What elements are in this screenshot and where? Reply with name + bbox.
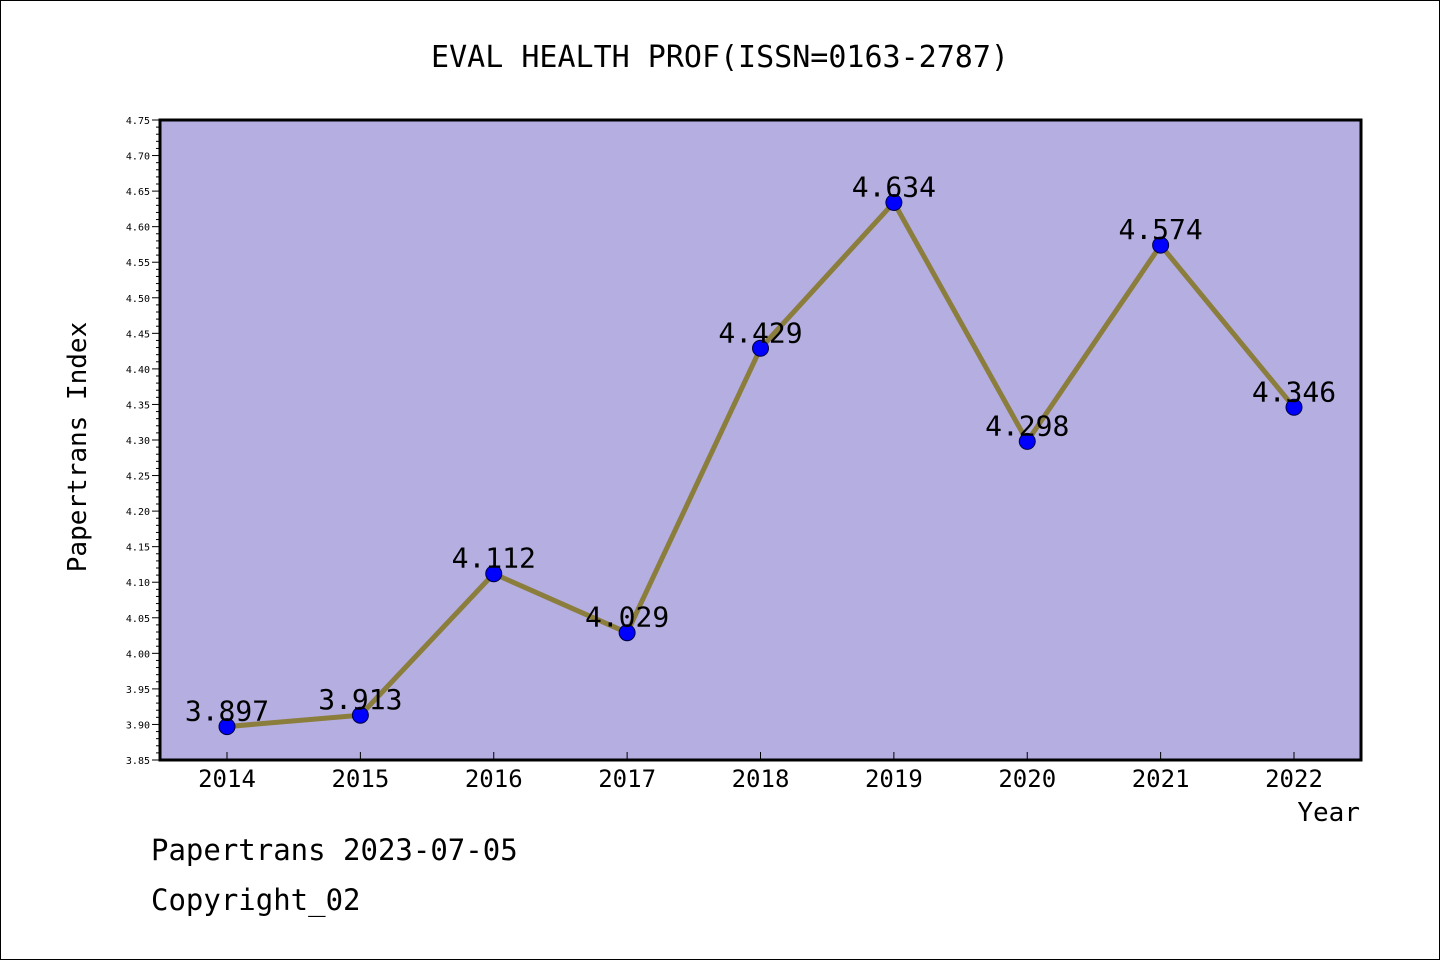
footer-copyright: Copyright_02 — [151, 883, 361, 917]
y-tick-label: 4.70 — [126, 152, 150, 163]
y-axis-label: Papertrans Index — [63, 322, 93, 572]
x-axis-label: Year — [1297, 798, 1360, 828]
data-points — [218, 193, 1303, 736]
x-tick-label: 2022 — [1265, 765, 1323, 793]
data-label: 3.913 — [318, 683, 402, 716]
data-point — [218, 718, 236, 736]
y-tick-label: 4.25 — [126, 472, 150, 483]
data-point — [1285, 398, 1303, 416]
x-tick-label: 2021 — [1132, 765, 1190, 793]
data-point — [885, 193, 903, 211]
data-labels: 3.897 3.913 4.112 4.029 4.429 4.634 4.298 4.574… — [185, 170, 1336, 727]
data-point — [752, 339, 769, 357]
chart-title: EVAL HEALTH PROF(ISSN=0163-2787) — [431, 40, 1009, 75]
x-tick-label: 2017 — [598, 765, 656, 793]
y-tick-label: 4.75 — [126, 116, 150, 127]
data-label: 4.298 — [985, 409, 1069, 442]
y-tick-label: 4.60 — [126, 223, 150, 234]
y-tick-label: 3.90 — [126, 720, 150, 731]
y-tick-label: 4.35 — [126, 400, 150, 411]
x-tick-label: 2014 — [198, 765, 256, 793]
y-tick-label: 4.00 — [126, 649, 150, 660]
data-point — [1152, 236, 1170, 254]
x-tick-label: 2020 — [998, 765, 1056, 793]
data-label: 4.634 — [852, 170, 936, 203]
data-label: 3.897 — [185, 695, 269, 728]
data-label: 4.346 — [1252, 375, 1336, 408]
data-point — [351, 706, 369, 724]
y-tick-label: 4.05 — [126, 614, 150, 625]
x-tick-label: 2019 — [865, 765, 923, 793]
data-label: 4.112 — [452, 542, 536, 575]
y-tick-label: 4.20 — [126, 507, 150, 518]
x-tick-label: 2018 — [732, 765, 790, 793]
y-tick-label: 4.45 — [126, 329, 150, 340]
footer-date: Papertrans 2023-07-05 — [151, 833, 518, 867]
data-point — [485, 565, 503, 583]
x-tick-label: 2016 — [465, 765, 523, 793]
y-tick-label: 4.30 — [126, 436, 150, 447]
y-axis: 3.85 3.90 3.95 4.00 4.05 4.10 4.15 4.20 4.25 4.30… — [126, 116, 160, 767]
plot-area — [158, 118, 1363, 762]
y-tick-label: 4.15 — [126, 543, 150, 554]
y-tick-label: 3.95 — [126, 685, 150, 696]
y-tick-label: 4.55 — [126, 258, 150, 269]
data-point — [618, 624, 636, 642]
y-tick-label: 4.10 — [126, 578, 150, 589]
x-tick-label: 2015 — [331, 765, 389, 793]
y-tick-label: 3.85 — [126, 756, 150, 767]
data-label: 4.429 — [718, 316, 802, 349]
x-axis: 2014 2015 2016 2017 2018 2019 2020 2021 2022 — [198, 752, 1323, 793]
y-tick-label: 4.50 — [126, 294, 150, 305]
y-tick-label: 4.65 — [126, 187, 150, 198]
data-label: 4.574 — [1118, 213, 1202, 246]
data-point — [1018, 432, 1036, 450]
data-label: 4.029 — [585, 601, 669, 634]
y-tick-label: 4.40 — [126, 365, 150, 376]
